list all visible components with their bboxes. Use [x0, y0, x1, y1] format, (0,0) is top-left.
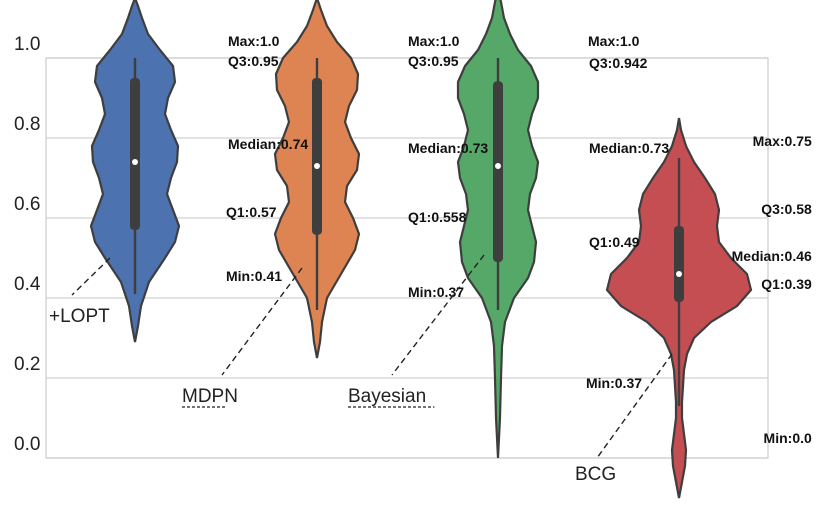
- stat-label-min: Min:0.0: [764, 430, 812, 446]
- y-tick-label: 0.4: [14, 274, 41, 295]
- annotations: Max:1.0 Q3:0.95 Median:0.74 Q1:0.57 Min:0.41…: [49, 33, 812, 485]
- callout-leader: [71, 257, 111, 296]
- violin-group: [273, 0, 361, 359]
- median-dot: [132, 159, 138, 165]
- stat-label-median: Median:0.73: [589, 140, 669, 156]
- y-tick-label: 0.6: [14, 194, 40, 215]
- median-dot: [495, 163, 501, 169]
- iqr-box: [493, 81, 503, 262]
- y-tick-label: 0.2: [14, 354, 40, 375]
- stat-label-max: Max:1.0: [408, 33, 460, 49]
- stat-label-min: Min:0.37: [586, 375, 642, 391]
- category-label: BCG: [575, 464, 616, 485]
- category-label: +LOPT: [49, 306, 110, 327]
- violin-group: [456, 0, 540, 459]
- stat-label-max: Max:1.0: [228, 33, 280, 49]
- stat-label-q1: Q1:0.39: [761, 276, 812, 292]
- callout-leader: [596, 353, 673, 459]
- median-dot: [676, 271, 682, 277]
- stat-label-median: Median:0.73: [408, 140, 488, 156]
- y-tick-label: 0.8: [14, 114, 40, 135]
- stat-label-q1: Q1:0.57: [226, 204, 277, 220]
- stat-label-q1: Q1:0.49: [589, 234, 640, 250]
- callout-leader: [221, 267, 303, 376]
- stat-label-median: Median:0.46: [732, 248, 812, 264]
- iqr-box: [312, 78, 322, 235]
- stat-label-min: Min:0.41: [226, 268, 282, 284]
- y-axis: 0.0 0.2 0.4 0.6 0.8 1.0: [14, 34, 41, 455]
- stat-label-q3: Q3:0.58: [761, 201, 812, 217]
- y-tick-label: 0.0: [14, 434, 40, 455]
- y-tick-label: 1.0: [14, 34, 40, 55]
- stat-label-q3: Q3:0.95: [228, 53, 279, 69]
- stat-label-max: Max:1.0: [588, 33, 640, 49]
- category-label: MDPN: [182, 386, 238, 407]
- stat-label-q1: Q1:0.558: [408, 209, 467, 225]
- stat-label-min: Min:0.37: [408, 284, 464, 300]
- stat-label-median: Median:0.74: [228, 136, 308, 152]
- category-label: Bayesian: [348, 386, 426, 407]
- violin-group: [605, 117, 753, 499]
- callout-leader: [391, 254, 485, 376]
- iqr-box: [130, 78, 140, 230]
- median-dot: [314, 163, 320, 169]
- stat-label-max: Max:0.75: [753, 133, 812, 149]
- stat-label-q3: Q3:0.942: [589, 55, 648, 71]
- stat-label-q3: Q3:0.95: [408, 53, 459, 69]
- iqr-box: [674, 226, 684, 302]
- violins: [89, 0, 753, 499]
- violin-group: [89, 0, 181, 343]
